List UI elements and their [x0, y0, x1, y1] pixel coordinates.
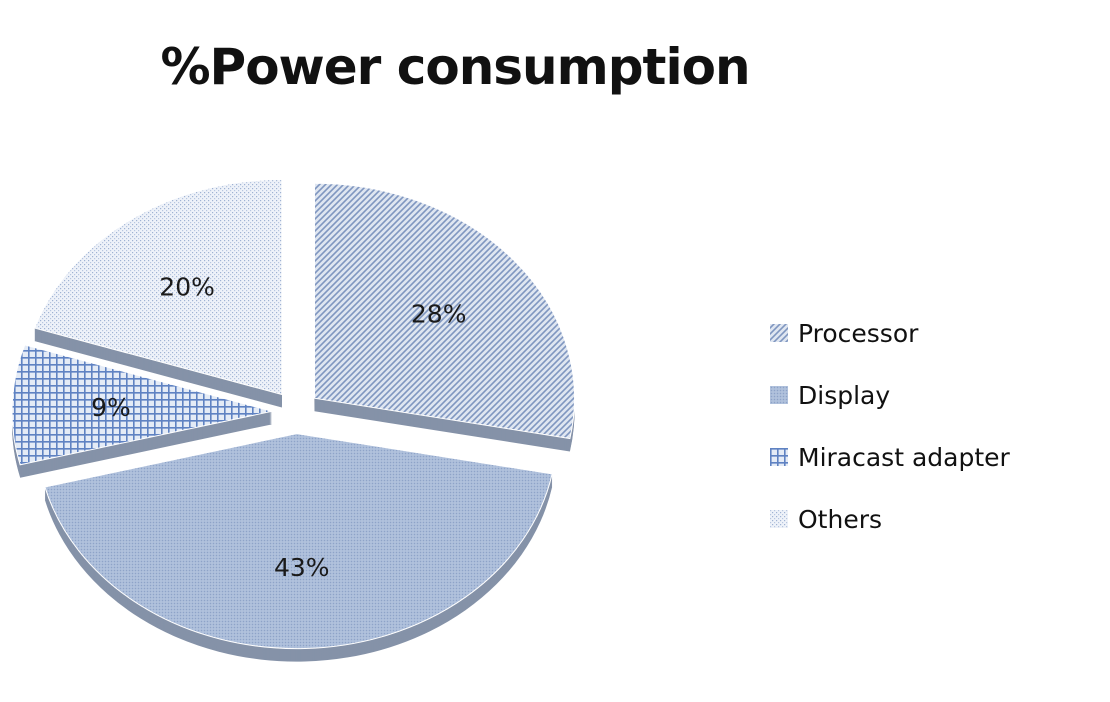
data-label-processor: 28%	[411, 299, 467, 328]
legend-label-miracast-adapter: Miracast adapter	[798, 443, 1011, 472]
pie-label-layer: 28% 43% 9% 20%	[91, 273, 466, 582]
legend-swatch-others	[770, 510, 788, 528]
legend-swatch-miracast-adapter	[770, 448, 788, 466]
pie-top-layer	[11, 179, 575, 650]
data-label-miracast-adapter: 9%	[91, 393, 131, 422]
data-label-display: 43%	[274, 553, 330, 582]
data-label-others: 20%	[159, 273, 215, 302]
pie-slice-others	[33, 179, 283, 396]
legend-label-others: Others	[798, 505, 882, 534]
pie-slice-miracast-adapter	[11, 344, 273, 466]
legend-swatch-display	[770, 386, 788, 404]
pie-slice-processor	[313, 182, 575, 440]
legend: Processor Display Miracast adapter Others	[770, 319, 1011, 534]
pie-slice-display	[44, 433, 553, 650]
legend-label-processor: Processor	[798, 319, 919, 348]
legend-swatch-processor	[770, 324, 788, 342]
chart-title: %Power consumption	[160, 38, 750, 96]
legend-label-display: Display	[798, 381, 890, 410]
